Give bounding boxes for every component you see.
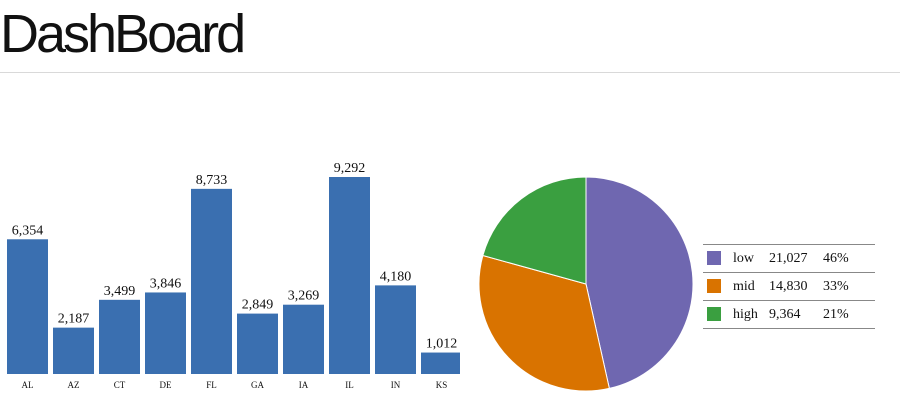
x-tick-label: KS: [436, 380, 448, 390]
x-tick-label: AL: [22, 380, 34, 390]
x-tick-label: IN: [391, 380, 401, 390]
bar-AL: [7, 239, 48, 374]
pie-slice-high: [482, 176, 587, 285]
legend-percent: 46%: [823, 250, 849, 266]
legend-value: 14,830: [769, 278, 808, 294]
bar-KS: [421, 352, 460, 374]
pie-slice-low: [585, 176, 694, 390]
x-tick-label: IA: [299, 380, 309, 390]
bar-value-label: 3,269: [288, 289, 320, 304]
bar-value-label: 4,180: [380, 269, 412, 284]
charts-area: 6,354 AL 2,187 AZ 3,499 CT 3,846 DE 8,733 FL 2,849…: [0, 73, 900, 406]
bar-GA: [237, 313, 278, 374]
bar-chart: 6,354 AL 2,187 AZ 3,499 CT 3,846 DE 8,733 FL 2,849…: [7, 161, 460, 390]
bar-value-label: 6,354: [12, 223, 44, 238]
legend-swatch: [707, 251, 721, 266]
bar-FL: [191, 188, 232, 374]
legend-name: mid: [733, 278, 755, 294]
legend-percent: 33%: [823, 278, 849, 294]
legend-name: low: [733, 250, 754, 266]
bar-value-label: 3,499: [104, 284, 136, 299]
pie-legend: low 21,027 46% mid 14,830 33% high 9,364 21%: [703, 244, 875, 329]
x-tick-label: IL: [345, 380, 354, 390]
x-tick-label: CT: [114, 380, 126, 390]
bar-value-label: 2,187: [58, 312, 90, 327]
x-tick-label: FL: [206, 380, 217, 390]
bar-IA: [283, 304, 324, 374]
title-divider: [0, 72, 900, 73]
x-tick-label: DE: [160, 380, 172, 390]
x-tick-label: AZ: [68, 380, 80, 390]
legend-row-mid: mid 14,830 33%: [703, 272, 875, 301]
legend-swatch: [707, 307, 721, 322]
bar-IN: [375, 285, 416, 374]
bar-IL: [329, 177, 370, 374]
legend-swatch: [707, 279, 721, 294]
pie-slice-mid: [478, 254, 610, 392]
bar-value-label: 2,849: [242, 298, 274, 313]
legend-percent: 21%: [823, 306, 849, 322]
pie-chart: [478, 176, 694, 392]
legend-value: 9,364: [769, 306, 801, 322]
bar-value-label: 1,012: [426, 337, 458, 352]
bar-CT: [99, 299, 140, 374]
legend-value: 21,027: [769, 250, 808, 266]
page-title: DashBoard: [0, 4, 246, 64]
bar-DE: [145, 292, 186, 374]
legend-row-low: low 21,027 46%: [703, 244, 875, 273]
bar-value-label: 9,292: [334, 161, 366, 176]
bar-value-label: 8,733: [196, 173, 228, 188]
legend-row-high: high 9,364 21%: [703, 300, 875, 329]
bar-value-label: 3,846: [150, 276, 182, 291]
x-tick-label: GA: [251, 380, 264, 390]
bar-AZ: [53, 327, 94, 374]
legend-name: high: [733, 306, 758, 322]
